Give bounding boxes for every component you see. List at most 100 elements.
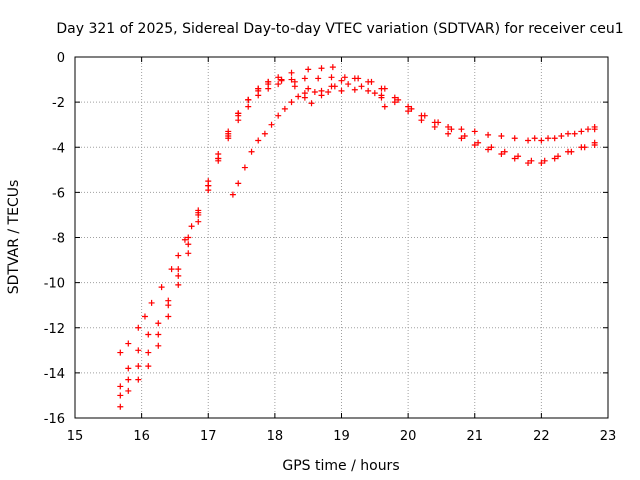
data-point <box>501 148 508 155</box>
data-point <box>418 117 425 124</box>
data-point <box>458 135 465 142</box>
data-point <box>421 112 428 119</box>
data-point <box>135 376 142 383</box>
data-point <box>329 64 336 71</box>
data-point <box>185 241 192 248</box>
data-point <box>511 155 518 162</box>
data-point <box>515 153 522 160</box>
x-tick-label: 22 <box>533 429 550 444</box>
data-point <box>117 349 124 356</box>
data-point <box>338 87 345 94</box>
data-point <box>275 81 282 88</box>
y-tick-label: -10 <box>44 277 65 292</box>
data-point <box>125 376 132 383</box>
data-point <box>117 392 124 399</box>
data-point <box>458 126 465 133</box>
data-point <box>528 157 535 164</box>
data-point <box>305 85 312 92</box>
data-point <box>328 83 335 90</box>
data-point <box>301 75 308 82</box>
data-point <box>325 88 332 95</box>
data-point <box>488 144 495 151</box>
data-point <box>555 153 562 160</box>
series-track-3 <box>117 75 598 390</box>
x-tick-label: 15 <box>67 429 84 444</box>
data-point <box>448 126 455 133</box>
series-track-5 <box>229 86 598 198</box>
data-point <box>591 123 598 130</box>
data-point <box>235 117 242 124</box>
data-point <box>265 78 272 85</box>
y-tick-label: -8 <box>52 232 65 247</box>
data-point <box>155 342 162 349</box>
data-point <box>141 313 148 320</box>
data-point <box>288 69 295 76</box>
data-point <box>308 100 315 107</box>
data-point <box>525 160 532 167</box>
data-point <box>391 99 398 106</box>
data-point <box>541 157 548 164</box>
data-point <box>265 85 272 92</box>
data-point <box>471 128 478 135</box>
data-point <box>395 96 402 103</box>
data-point <box>435 119 442 126</box>
data-point <box>318 65 325 72</box>
data-point <box>551 155 558 162</box>
data-point <box>381 85 388 92</box>
data-point <box>125 387 132 394</box>
data-point <box>175 272 182 279</box>
data-point <box>525 137 532 144</box>
y-tick-label: -4 <box>52 141 65 156</box>
data-point <box>445 130 452 137</box>
y-tick-label: 0 <box>57 51 65 66</box>
data-point <box>245 96 252 103</box>
data-point <box>255 92 262 99</box>
series-track-6 <box>531 123 598 142</box>
data-point <box>371 90 378 97</box>
data-point <box>315 75 322 82</box>
data-point <box>578 128 585 135</box>
data-points <box>117 64 598 410</box>
data-point <box>431 123 438 130</box>
data-point <box>241 164 248 171</box>
data-point <box>511 135 518 142</box>
data-point <box>311 88 318 95</box>
data-point <box>185 250 192 257</box>
data-point <box>148 299 155 306</box>
data-point <box>195 209 202 216</box>
data-point <box>229 191 236 198</box>
data-point <box>288 76 295 83</box>
data-point <box>558 132 565 139</box>
data-point <box>145 349 152 356</box>
data-point <box>235 180 242 187</box>
series-track-4 <box>117 74 598 356</box>
data-point <box>125 340 132 347</box>
chart-title: Day 321 of 2025, Sidereal Day-to-day VTE… <box>56 21 623 37</box>
data-point <box>305 66 312 73</box>
data-point <box>531 135 538 142</box>
data-point <box>275 112 282 119</box>
data-point <box>565 148 572 155</box>
x-tick-label: 23 <box>600 429 617 444</box>
grid <box>75 57 608 418</box>
data-point <box>281 105 288 112</box>
data-point <box>368 78 375 85</box>
data-point <box>135 363 142 370</box>
data-point <box>145 331 152 338</box>
data-point <box>485 146 492 153</box>
data-point <box>485 131 492 138</box>
y-tick-label: -2 <box>52 96 65 111</box>
data-point <box>288 99 295 106</box>
data-point <box>248 148 255 155</box>
data-point <box>145 363 152 370</box>
data-point <box>235 110 242 117</box>
data-point <box>185 234 192 241</box>
data-point <box>565 130 572 137</box>
data-point <box>578 144 585 151</box>
x-tick-label: 17 <box>200 429 217 444</box>
data-point <box>498 132 505 139</box>
data-point <box>378 92 385 99</box>
data-point <box>261 130 268 137</box>
data-point <box>135 347 142 354</box>
data-point <box>135 324 142 331</box>
